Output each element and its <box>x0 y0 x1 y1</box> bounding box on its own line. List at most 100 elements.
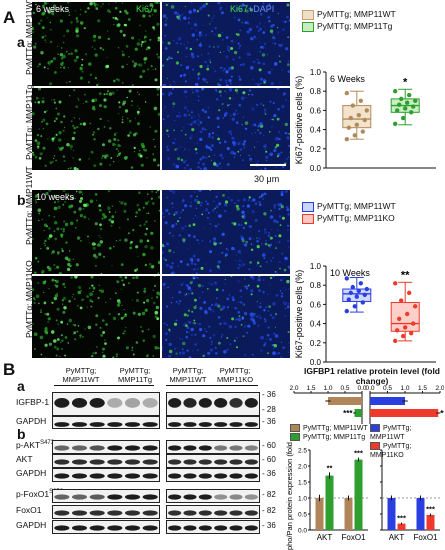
cell-nucleus <box>233 156 236 158</box>
cell-nucleus <box>38 22 41 25</box>
cell-nucleus <box>287 288 289 290</box>
cell-nucleus <box>250 243 253 245</box>
cell-nucleus <box>169 330 171 332</box>
data-point <box>397 102 402 107</box>
cell-nucleus <box>121 119 124 121</box>
cell-nucleus <box>196 200 201 205</box>
cell-nucleus <box>205 34 207 36</box>
cell-nucleus <box>207 211 211 214</box>
cell-nucleus <box>37 260 40 263</box>
cell-nucleus <box>157 347 160 350</box>
cell-nucleus <box>194 191 196 193</box>
cell-nucleus <box>35 201 38 204</box>
cell-nucleus <box>184 133 187 136</box>
cell-nucleus <box>278 60 282 63</box>
blot-band <box>229 510 243 516</box>
cell-nucleus <box>226 104 229 107</box>
cell-nucleus <box>101 217 104 220</box>
cell-nucleus <box>50 252 53 255</box>
cell-nucleus <box>211 30 214 33</box>
cell-nucleus <box>214 26 217 30</box>
cell-nucleus <box>48 234 53 238</box>
cell-nucleus <box>169 265 173 269</box>
mw-marker: - 36 <box>262 521 276 530</box>
cell-nucleus <box>144 30 147 32</box>
cell-nucleus <box>63 34 65 37</box>
cell-nucleus <box>284 315 287 317</box>
cell-nucleus <box>52 13 55 16</box>
cell-nucleus <box>237 199 240 202</box>
cell-nucleus <box>272 276 275 278</box>
cell-nucleus <box>225 70 229 74</box>
cell-nucleus <box>241 317 245 320</box>
cell-nucleus <box>231 317 235 321</box>
cell-nucleus <box>259 316 262 320</box>
cell-nucleus <box>54 268 56 270</box>
cell-nucleus <box>165 3 168 7</box>
cell-nucleus <box>267 53 269 55</box>
data-point <box>405 100 410 105</box>
cell-nucleus <box>63 306 67 310</box>
cell-nucleus <box>193 120 197 124</box>
cell-nucleus <box>112 142 116 147</box>
cell-nucleus <box>186 41 189 44</box>
x-tick-label: 1.0 <box>323 385 332 392</box>
y-tick-label: 0.8 <box>310 281 322 290</box>
cell-nucleus <box>123 316 125 318</box>
cell-nucleus <box>45 192 49 196</box>
cell-nucleus <box>250 200 252 203</box>
cell-nucleus <box>44 327 48 331</box>
cell-nucleus <box>192 218 195 220</box>
cell-nucleus <box>74 49 78 53</box>
data-point <box>352 304 357 309</box>
cell-nucleus <box>85 100 88 103</box>
cell-nucleus <box>40 135 43 138</box>
cell-nucleus <box>88 218 90 220</box>
cell-nucleus <box>54 294 58 298</box>
cell-nucleus <box>211 136 214 139</box>
data-point <box>409 110 414 115</box>
bar-1-1-1 <box>426 514 435 530</box>
cell-nucleus <box>96 243 101 247</box>
cell-nucleus <box>32 288 35 292</box>
blot-band <box>89 445 105 451</box>
cell-nucleus <box>103 105 106 108</box>
cell-nucleus <box>116 89 118 91</box>
blot-band <box>183 473 197 479</box>
cell-nucleus <box>127 232 130 235</box>
cell-nucleus <box>248 27 252 32</box>
cell-nucleus <box>188 10 192 14</box>
cell-nucleus <box>270 82 274 85</box>
cell-nucleus <box>271 228 273 231</box>
cell-nucleus <box>257 230 261 233</box>
cell-nucleus <box>186 349 189 352</box>
cell-nucleus <box>214 224 218 228</box>
cell-nucleus <box>165 208 169 213</box>
cell-nucleus <box>118 105 122 109</box>
cell-nucleus <box>195 29 197 31</box>
cell-nucleus <box>241 22 243 24</box>
blot-strip-5-0 <box>52 489 160 503</box>
cell-nucleus <box>288 342 290 344</box>
cell-nucleus <box>175 222 178 225</box>
cell-nucleus <box>39 152 43 156</box>
cell-nucleus <box>208 59 211 62</box>
cell-nucleus <box>99 326 102 329</box>
cell-nucleus <box>238 56 241 59</box>
data-point <box>407 92 412 98</box>
cell-nucleus <box>269 276 273 280</box>
cell-nucleus <box>217 304 221 308</box>
cell-nucleus <box>198 33 202 37</box>
cell-nucleus <box>181 130 183 132</box>
cell-nucleus <box>252 238 255 240</box>
blot-strip-5-1 <box>166 489 260 503</box>
blot-band <box>183 494 197 500</box>
cell-nucleus <box>33 332 38 336</box>
cell-nucleus <box>63 41 65 44</box>
cell-nucleus <box>271 69 273 71</box>
cell-nucleus <box>217 33 222 38</box>
data-point <box>413 304 418 309</box>
cell-nucleus <box>77 97 79 100</box>
cell-nucleus <box>178 302 181 305</box>
blot-strip-6-0 <box>52 505 160 519</box>
